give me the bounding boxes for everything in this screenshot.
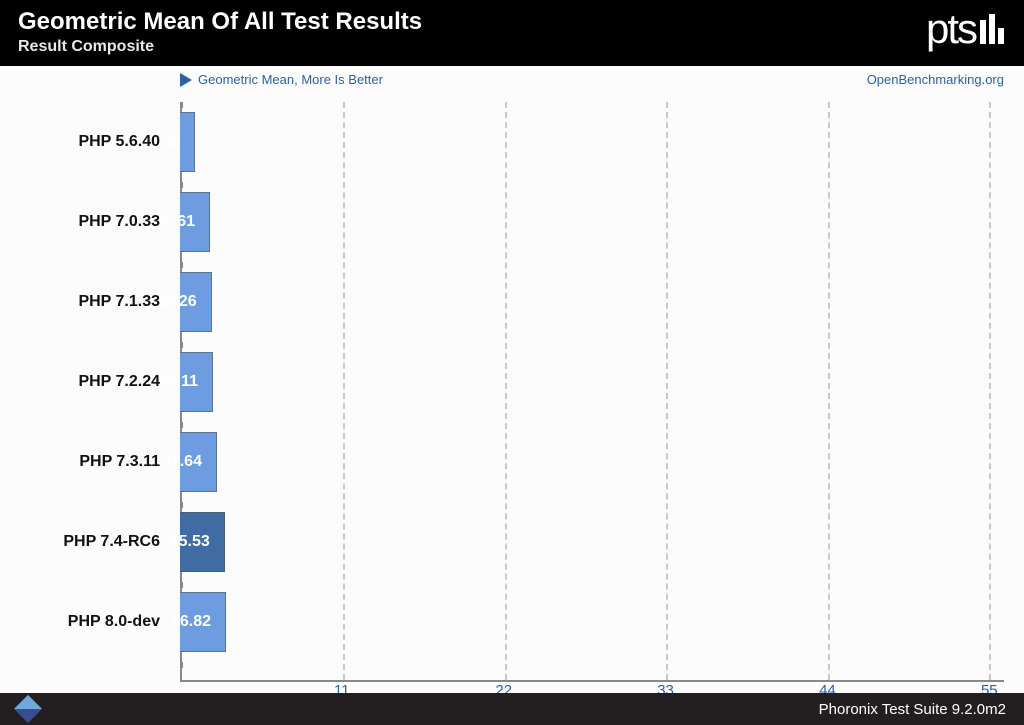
pts-logo-bars-icon xyxy=(980,14,1004,44)
footer-suite-text: Phoronix Test Suite 9.2.0m2 xyxy=(819,701,1006,718)
bar: 34.11 xyxy=(180,352,213,412)
bar: 15.22 xyxy=(180,112,195,172)
legend-left: Geometric Mean, More Is Better xyxy=(180,72,383,87)
triangle-right-icon xyxy=(180,73,192,87)
bar-label: PHP 7.4-RC6 xyxy=(10,533,180,551)
bar-row: PHP 7.1.3332.26 xyxy=(180,272,235,332)
bar-label: PHP 7.1.33 xyxy=(10,293,180,311)
bar-label: PHP 8.0-dev xyxy=(10,613,180,631)
bar-label: PHP 7.0.33 xyxy=(10,213,180,231)
pts-logo-text: pts xyxy=(926,8,976,50)
bar: 37.64 xyxy=(180,432,217,492)
bar-row: PHP 7.0.3330.61 xyxy=(180,192,235,252)
bar-row: PHP 8.0-dev46.82 xyxy=(180,592,235,652)
bar-row: PHP 7.3.1137.64 xyxy=(180,432,235,492)
plot-area: PHP 5.6.4015.22 PHP 7.0.3330.61 PHP 7.1.33… xyxy=(180,102,1004,682)
header-bar: Geometric Mean Of All Test Results Resul… xyxy=(0,0,1024,66)
bars-container: PHP 5.6.4015.22 PHP 7.0.3330.61 PHP 7.1.33… xyxy=(180,102,1004,682)
bar-label: PHP 5.6.40 xyxy=(10,133,180,151)
bar-row: PHP 7.4-RC645.53 xyxy=(180,512,235,572)
chart-region: Geometric Mean, More Is Better OpenBench… xyxy=(0,66,1024,682)
bar-label: PHP 7.2.24 xyxy=(10,373,180,391)
bar: 32.26 xyxy=(180,272,212,332)
bar: 45.53 xyxy=(180,512,225,572)
bar-row: PHP 7.2.2434.11 xyxy=(180,352,234,412)
pts-cube-icon xyxy=(14,695,42,723)
openbenchmarking-link[interactable]: OpenBenchmarking.org xyxy=(867,72,1004,87)
legend-text: Geometric Mean, More Is Better xyxy=(198,72,383,87)
bar: 46.82 xyxy=(180,592,226,652)
bar-row: PHP 5.6.4015.22 xyxy=(180,112,235,172)
page-title: Geometric Mean Of All Test Results xyxy=(18,8,1006,36)
legend-row: Geometric Mean, More Is Better OpenBench… xyxy=(180,72,1004,87)
bar-label: PHP 7.3.11 xyxy=(10,453,180,471)
footer-bar: Phoronix Test Suite 9.2.0m2 xyxy=(0,693,1024,725)
page-subtitle: Result Composite xyxy=(18,38,1006,56)
bar: 30.61 xyxy=(180,192,210,252)
pts-logo: pts xyxy=(926,8,1004,50)
footer-icon-wrap xyxy=(18,699,38,719)
